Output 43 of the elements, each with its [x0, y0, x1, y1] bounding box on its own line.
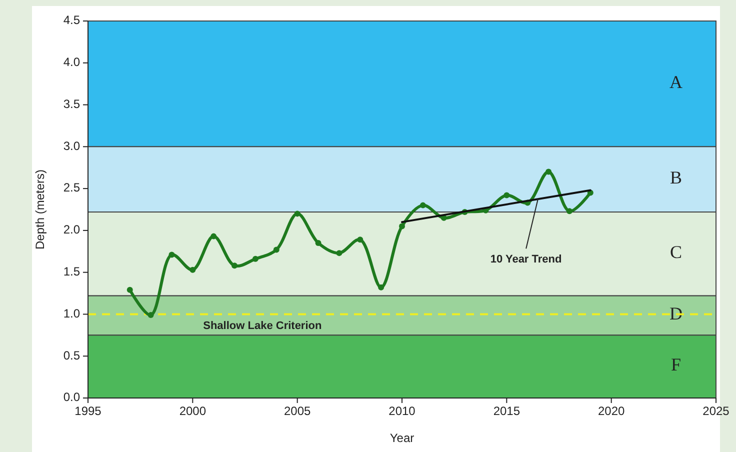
x-tick-label: 1995: [74, 404, 102, 418]
x-tick-label: 2020: [598, 404, 626, 418]
y-tick-label: 1.0: [63, 306, 80, 320]
band-label: C: [670, 242, 682, 262]
point: [504, 192, 510, 198]
y-tick-label: 2.0: [63, 222, 80, 237]
point: [210, 233, 217, 240]
y-tick-label: 2.5: [63, 180, 80, 195]
y-tick-label: 3.0: [63, 138, 80, 153]
point: [252, 256, 258, 262]
point: [357, 236, 364, 243]
annotation: 10 Year Trend: [490, 254, 562, 266]
ref-line-label: Shallow Lake Criterion: [203, 320, 322, 332]
point: [294, 210, 300, 217]
point: [566, 208, 572, 214]
band-label: F: [670, 354, 682, 375]
y-tick-label: 4.5: [63, 13, 80, 28]
y-tick-label: 3.5: [63, 96, 80, 111]
x-tick-label: 2010: [388, 404, 416, 418]
point: [273, 246, 280, 253]
point: [148, 312, 154, 318]
point: [399, 223, 405, 230]
point: [336, 250, 342, 256]
x-tick-label: 2025: [702, 404, 730, 418]
point: [190, 266, 196, 273]
point: [315, 240, 322, 246]
band-label: B: [670, 167, 682, 188]
point: [546, 168, 552, 175]
y-tick-label: 0.0: [63, 390, 80, 404]
point: [232, 262, 238, 269]
y-axis-title: Depth (meters): [33, 169, 47, 250]
x-tick-label: 2015: [493, 404, 520, 418]
point: [420, 202, 426, 208]
band-label: A: [670, 72, 682, 92]
x-tick-label: 2005: [284, 404, 312, 418]
y-tick-label: 0.5: [63, 348, 80, 362]
y-tick-label: 4.0: [63, 55, 80, 70]
x-axis-title: Year: [390, 431, 414, 445]
y-tick-label: 1.5: [63, 264, 80, 279]
point: [168, 252, 175, 258]
point: [378, 284, 384, 290]
x-tick-label: 2000: [179, 404, 206, 418]
point: [126, 286, 133, 293]
